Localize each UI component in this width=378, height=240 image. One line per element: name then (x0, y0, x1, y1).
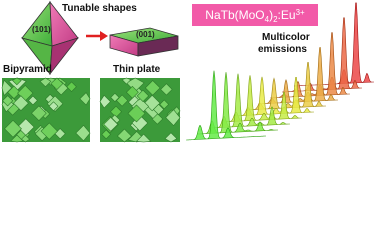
bipyramid-shape (20, 0, 80, 76)
arrow (86, 31, 108, 41)
crystal (79, 92, 91, 106)
formula-part: :Eu (278, 8, 296, 22)
formula-box (192, 4, 318, 26)
sem-image (99, 77, 181, 143)
crystal (164, 132, 178, 143)
crystal (40, 122, 58, 140)
sem-image (1, 77, 91, 143)
crystal (66, 81, 77, 92)
formula-part: 3+ (296, 8, 305, 17)
crystal (126, 85, 139, 99)
crystal (13, 95, 29, 112)
formula: NaTb(MoO4)2:Eu3+ (205, 8, 305, 24)
graphic: (101) (001) Tunable shapes Bipyramid Thi… (1, 0, 375, 143)
facet-label: (101) (32, 25, 51, 34)
formula-part: 4 (265, 15, 270, 24)
crystal (160, 83, 173, 96)
crystal (1, 79, 13, 96)
crystal (144, 80, 161, 96)
crystal (101, 129, 112, 140)
crystal (99, 94, 111, 109)
crystal (103, 116, 119, 132)
crystal (2, 95, 14, 107)
crystal (159, 99, 170, 110)
crystal (28, 95, 38, 106)
crystal (48, 101, 59, 112)
crystal (165, 109, 181, 127)
crystal (7, 85, 21, 100)
crystal (4, 119, 22, 138)
crystal (31, 105, 47, 122)
crystal (116, 128, 132, 143)
spectra (185, 2, 375, 141)
bipyramid-label: Bipyramid (3, 64, 52, 75)
crystal (116, 94, 129, 107)
formula-part: NaTb(MoO (205, 8, 264, 22)
emissions-label: Multicolor (262, 32, 310, 43)
formula-part: 2 (273, 15, 278, 24)
facet-label: (001) (136, 30, 155, 39)
crystal (110, 92, 120, 103)
plate-label: Thin plate (113, 64, 161, 75)
plate-shape (109, 27, 179, 57)
crystal (153, 103, 165, 116)
shapes-label: Tunable shapes (62, 3, 137, 14)
crystal (20, 134, 30, 143)
emissions-label: emissions (258, 44, 307, 55)
crystal (135, 133, 152, 143)
formula-part: ) (269, 8, 273, 22)
crystal (50, 77, 64, 90)
crystal (75, 124, 91, 142)
crystal (127, 104, 146, 123)
crystal (136, 89, 150, 103)
crystal (11, 77, 22, 86)
spectrum-trace (185, 70, 267, 141)
crystal (39, 77, 52, 88)
crystal (121, 77, 132, 85)
